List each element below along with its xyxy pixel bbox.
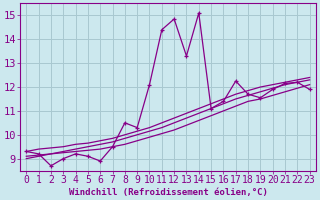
X-axis label: Windchill (Refroidissement éolien,°C): Windchill (Refroidissement éolien,°C) (68, 188, 268, 197)
